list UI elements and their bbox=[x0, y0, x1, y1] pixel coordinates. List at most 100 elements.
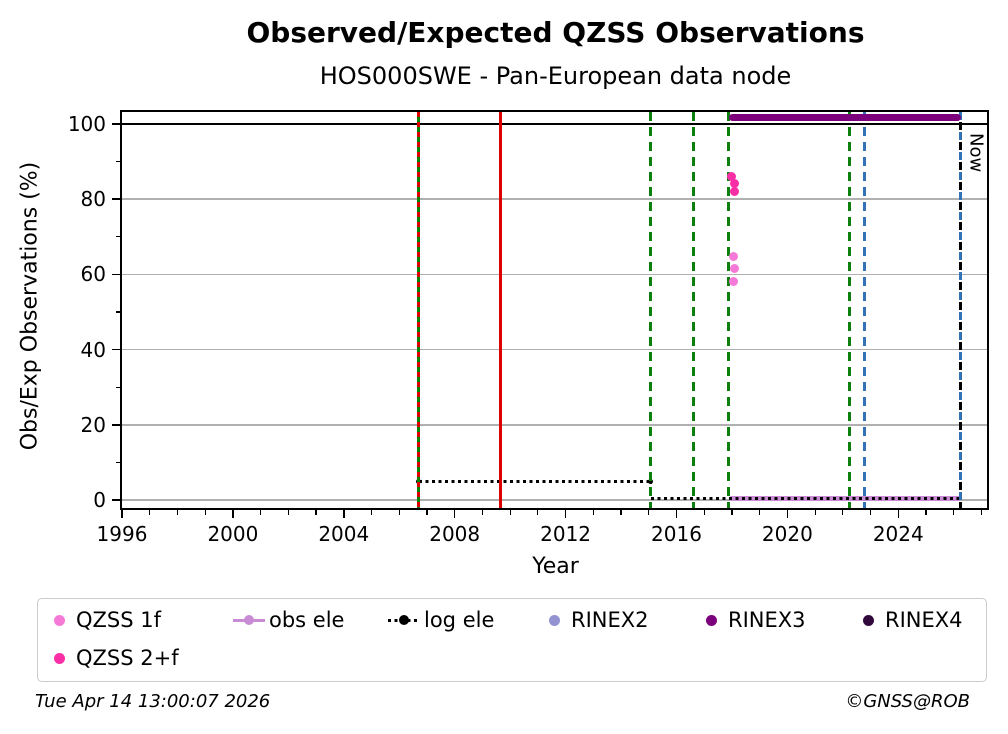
x-minor-tick-2014 bbox=[620, 510, 622, 515]
x-tick-label-2016: 2016 bbox=[651, 522, 702, 546]
y-minor-tick-10 bbox=[115, 461, 120, 464]
legend-line-dot bbox=[399, 615, 409, 625]
now-line bbox=[959, 112, 963, 508]
x-minor-tick-1998 bbox=[176, 510, 179, 515]
event-line-2022.78 bbox=[862, 112, 866, 508]
qzss-2-f-point-2 bbox=[730, 187, 740, 197]
y-major-tick-40 bbox=[112, 348, 120, 351]
y-major-tick-100 bbox=[112, 123, 120, 125]
x-tick-label-2008: 2008 bbox=[429, 522, 481, 546]
legend-marker-dot bbox=[706, 614, 717, 626]
x-minor-tick-2027 bbox=[980, 510, 983, 515]
y-minor-tick-90 bbox=[115, 161, 120, 163]
x-tick-label-2020: 2020 bbox=[761, 522, 813, 546]
legend-item-qzss-2-f: QZSS 2+f bbox=[54, 645, 179, 671]
grid-line-y0 bbox=[122, 499, 987, 501]
x-tick-label-2024: 2024 bbox=[872, 522, 924, 546]
x-minor-tick-2015 bbox=[648, 510, 650, 515]
y-major-tick-20 bbox=[112, 424, 120, 426]
legend-item-qzss-1f: QZSS 1f bbox=[54, 607, 161, 633]
copyright-credit: ©GNSS@ROB bbox=[845, 691, 970, 712]
legend-marker-dot bbox=[863, 614, 874, 626]
reference-line-100 bbox=[122, 122, 987, 126]
legend-marker-dot bbox=[54, 614, 65, 626]
event-line-2016.63 bbox=[692, 112, 696, 508]
x-minor-tick-2002 bbox=[287, 510, 289, 515]
y-tick-label-20: 20 bbox=[80, 412, 106, 437]
legend-item-rinex2: RINEX2 bbox=[549, 607, 649, 633]
legend-item-rinex3: RINEX3 bbox=[706, 607, 806, 633]
x-major-tick-2000 bbox=[232, 510, 234, 518]
x-minor-tick-2025 bbox=[925, 510, 927, 515]
x-minor-tick-2011 bbox=[537, 510, 539, 515]
y-tick-label-0: 0 bbox=[93, 488, 106, 513]
x-major-tick-2016 bbox=[675, 510, 678, 518]
legend-item-obs-ele: obs ele bbox=[233, 607, 344, 633]
legend-label: obs ele bbox=[269, 608, 345, 632]
chart-subtitle: HOS000SWE - Pan-European data node bbox=[319, 62, 792, 90]
x-minor-tick-2013 bbox=[592, 510, 594, 515]
log-ele-segment-0 bbox=[418, 480, 651, 483]
legend-label: QZSS 1f bbox=[76, 608, 162, 632]
x-tick-label-1996: 1996 bbox=[96, 522, 148, 546]
log-ele-segment-1 bbox=[650, 497, 961, 500]
event-line-2009.67 bbox=[499, 112, 503, 508]
x-tick-label-2004: 2004 bbox=[318, 522, 370, 546]
event-line-2015.08 bbox=[649, 112, 653, 508]
y-tick-label-100: 100 bbox=[67, 112, 106, 137]
x-minor-tick-2019 bbox=[759, 510, 761, 515]
y-tick-label-40: 40 bbox=[80, 337, 106, 362]
event-line-2022.24 bbox=[847, 112, 851, 508]
x-minor-tick-2026 bbox=[953, 510, 955, 515]
grid-line-y60 bbox=[122, 273, 987, 276]
legend-marker-dot bbox=[549, 614, 560, 626]
grid-line-y40 bbox=[122, 348, 987, 351]
x-minor-tick-2001 bbox=[260, 510, 262, 515]
legend-label: QZSS 2+f bbox=[76, 646, 179, 670]
x-major-tick-2008 bbox=[453, 510, 456, 518]
y-tick-label-60: 60 bbox=[80, 262, 106, 287]
x-minor-tick-1999 bbox=[204, 510, 206, 515]
x-major-tick-2024 bbox=[897, 510, 900, 518]
legend-marker-line bbox=[233, 614, 265, 626]
qzss-1f-point-0 bbox=[728, 251, 738, 261]
x-axis-label: Year bbox=[532, 554, 579, 579]
legend-label: log ele bbox=[424, 608, 495, 632]
legend-line-dot bbox=[244, 615, 254, 625]
y-major-tick-0 bbox=[112, 499, 120, 501]
x-major-tick-2020 bbox=[786, 510, 789, 518]
x-major-tick-1996 bbox=[121, 510, 123, 518]
x-minor-tick-2005 bbox=[370, 510, 373, 515]
x-major-tick-2012 bbox=[564, 510, 567, 518]
x-minor-tick-2007 bbox=[426, 510, 428, 515]
legend: QZSS 1f obs ele log ele RINEX2 RINEX3 RINEX4 Q… bbox=[37, 598, 987, 682]
x-minor-tick-2017 bbox=[703, 510, 705, 515]
x-minor-tick-2023 bbox=[869, 510, 872, 515]
x-minor-tick-2003 bbox=[315, 510, 317, 515]
x-minor-tick-2022 bbox=[842, 510, 844, 515]
x-major-tick-2004 bbox=[343, 510, 345, 518]
x-minor-tick-2021 bbox=[814, 510, 816, 515]
y-minor-tick-70 bbox=[115, 236, 120, 238]
event-line-2017.87 bbox=[726, 112, 730, 508]
legend-label: RINEX4 bbox=[885, 608, 963, 632]
y-minor-tick-30 bbox=[115, 386, 120, 388]
x-minor-tick-2018 bbox=[731, 510, 733, 515]
legend-item-log-ele: log ele bbox=[388, 607, 494, 633]
y-tick-label-80: 80 bbox=[80, 187, 106, 212]
y-major-tick-80 bbox=[112, 198, 120, 200]
x-minor-tick-2006 bbox=[398, 510, 400, 515]
x-minor-tick-2009 bbox=[481, 510, 483, 515]
legend-item-rinex4: RINEX4 bbox=[863, 607, 963, 633]
plot-area bbox=[120, 110, 989, 510]
x-tick-label-2012: 2012 bbox=[540, 522, 592, 546]
legend-marker-dot bbox=[54, 652, 65, 664]
legend-label: RINEX2 bbox=[571, 608, 649, 632]
now-label: Now bbox=[965, 133, 987, 173]
y-minor-tick-50 bbox=[115, 311, 120, 313]
qzss-1f-point-2 bbox=[728, 277, 738, 287]
qzss-2-f-point-1 bbox=[730, 178, 740, 188]
grid-line-y20 bbox=[122, 424, 987, 426]
rinex3-bar bbox=[729, 113, 961, 121]
